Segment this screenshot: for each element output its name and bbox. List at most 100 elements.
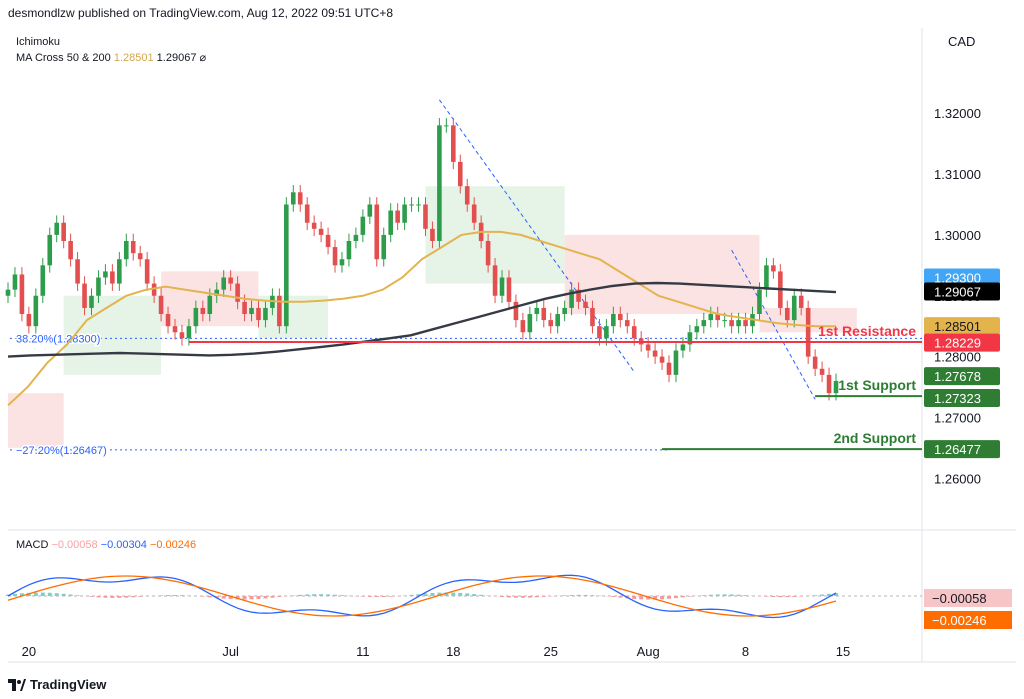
candle-body xyxy=(833,380,839,394)
candle-body xyxy=(624,320,630,327)
time-tick-label-5: Aug xyxy=(637,644,660,659)
macd-hist-bar-106 xyxy=(743,595,748,596)
macd-hist-bar-64 xyxy=(451,592,456,596)
macd-hist-bar-62 xyxy=(437,592,442,596)
macd-hist-bar-19 xyxy=(138,596,143,597)
price-tick-label-2: 1.30000 xyxy=(934,228,981,243)
candle-72 xyxy=(506,270,512,310)
macd-hist-bar-75 xyxy=(527,596,532,598)
candle-body xyxy=(715,314,721,321)
candle-body xyxy=(110,271,115,284)
tradingview-brand-label: TradingView xyxy=(30,677,107,692)
macd-label[interactable]: MACD xyxy=(16,539,49,551)
ma200-line xyxy=(7,281,837,358)
candle-24 xyxy=(172,318,178,340)
candle-body xyxy=(40,265,46,296)
candle-body xyxy=(137,253,143,260)
candle-95 xyxy=(666,355,672,383)
candle-body xyxy=(562,307,567,315)
macd-hist-bar-63 xyxy=(444,592,449,596)
candle-body xyxy=(61,222,66,241)
price-tag-label-3: 1.28229 xyxy=(934,336,981,351)
candle-48 xyxy=(339,251,345,273)
candle-body xyxy=(541,307,547,321)
candle-body xyxy=(193,307,199,327)
macd-hist-bar-36 xyxy=(256,596,261,599)
macd-hist-bar-88 xyxy=(618,596,623,598)
candle-body xyxy=(360,216,366,235)
candle-body xyxy=(158,295,164,315)
candle-99 xyxy=(694,318,700,340)
candle-82 xyxy=(576,282,581,310)
candle-93 xyxy=(652,343,658,364)
price-tag-2 xyxy=(924,317,1000,336)
macd-hist-bar-111 xyxy=(778,596,783,598)
cloud-segment-5 xyxy=(564,234,760,315)
candle-61 xyxy=(430,221,435,249)
ma-cross-legend[interactable]: MA Cross 50 & 200 1.28501 1.29067 ⌀ xyxy=(16,50,206,66)
candle-body xyxy=(123,240,129,260)
candle-body xyxy=(339,259,345,266)
candle-body xyxy=(757,289,762,315)
macd-hist-bar-24 xyxy=(172,595,177,596)
candle-47 xyxy=(332,239,338,273)
candle-96 xyxy=(673,343,679,383)
time-tick-label-2: 11 xyxy=(356,644,370,659)
candle-body xyxy=(395,210,400,223)
candle-body xyxy=(207,295,213,315)
macd-signal-value: −0.00246 xyxy=(149,539,197,551)
candle-92 xyxy=(645,337,651,358)
macd-hist-bar-9 xyxy=(68,594,73,596)
price-tick-label-0: 1.32000 xyxy=(934,106,981,121)
macd-hist-bar-72 xyxy=(506,596,511,598)
candle-98 xyxy=(687,324,693,352)
candle-106 xyxy=(743,312,748,334)
candle-54 xyxy=(381,227,387,267)
candle-body xyxy=(687,332,693,345)
candle-body xyxy=(784,307,790,321)
candle-57 xyxy=(402,197,407,231)
macd-hist-bar-54 xyxy=(381,596,386,597)
macd-macd-value: −0.00304 xyxy=(100,539,147,551)
tradingview-brand[interactable]: TradingView xyxy=(8,677,106,692)
candle-body xyxy=(604,326,609,339)
candle-body xyxy=(409,204,414,206)
candle-body xyxy=(402,204,407,223)
candle-body xyxy=(437,125,442,241)
time-tick-label-6: 8 xyxy=(742,644,749,659)
macd-hist-bar-41 xyxy=(291,595,296,596)
macd-hist-bar-96 xyxy=(673,596,678,599)
macd-hist-bar-32 xyxy=(228,596,233,600)
macd-hist-bar-4 xyxy=(33,592,38,596)
price-tag-0 xyxy=(924,268,1000,287)
candle-body xyxy=(771,265,776,272)
eye-off-icon[interactable]: ⌀ xyxy=(199,52,207,64)
time-tick-label-0: 20 xyxy=(22,644,36,659)
candle-body xyxy=(263,307,268,321)
price-tag-label-6: 1.26477 xyxy=(934,442,981,457)
candle-body xyxy=(200,307,206,315)
ma-cross-label: MA Cross 50 & 200 xyxy=(16,52,111,64)
candle-body xyxy=(5,289,11,296)
macd-hist-bar-113 xyxy=(792,596,797,597)
candle-66 xyxy=(464,178,470,212)
candle-body xyxy=(743,320,748,327)
macd-hist-bar-28 xyxy=(200,596,205,597)
ichimoku-label[interactable]: Ichimoku xyxy=(16,36,61,48)
macd-hist-bar-13 xyxy=(96,596,101,598)
candle-100 xyxy=(701,312,707,334)
macd-hist-bar-29 xyxy=(207,596,212,598)
candle-109 xyxy=(764,258,769,297)
candle-40 xyxy=(284,197,289,334)
candle-88 xyxy=(618,306,623,328)
candle-83 xyxy=(583,294,588,316)
candle-56 xyxy=(395,203,400,231)
macd-signal-tag xyxy=(924,611,1012,629)
macd-hist-bar-97 xyxy=(680,596,685,598)
candle-body xyxy=(736,320,741,327)
candle-84 xyxy=(590,300,595,334)
candle-body xyxy=(47,234,53,266)
candle-body xyxy=(430,228,435,241)
price-tag-label-2: 1.28501 xyxy=(934,319,981,334)
